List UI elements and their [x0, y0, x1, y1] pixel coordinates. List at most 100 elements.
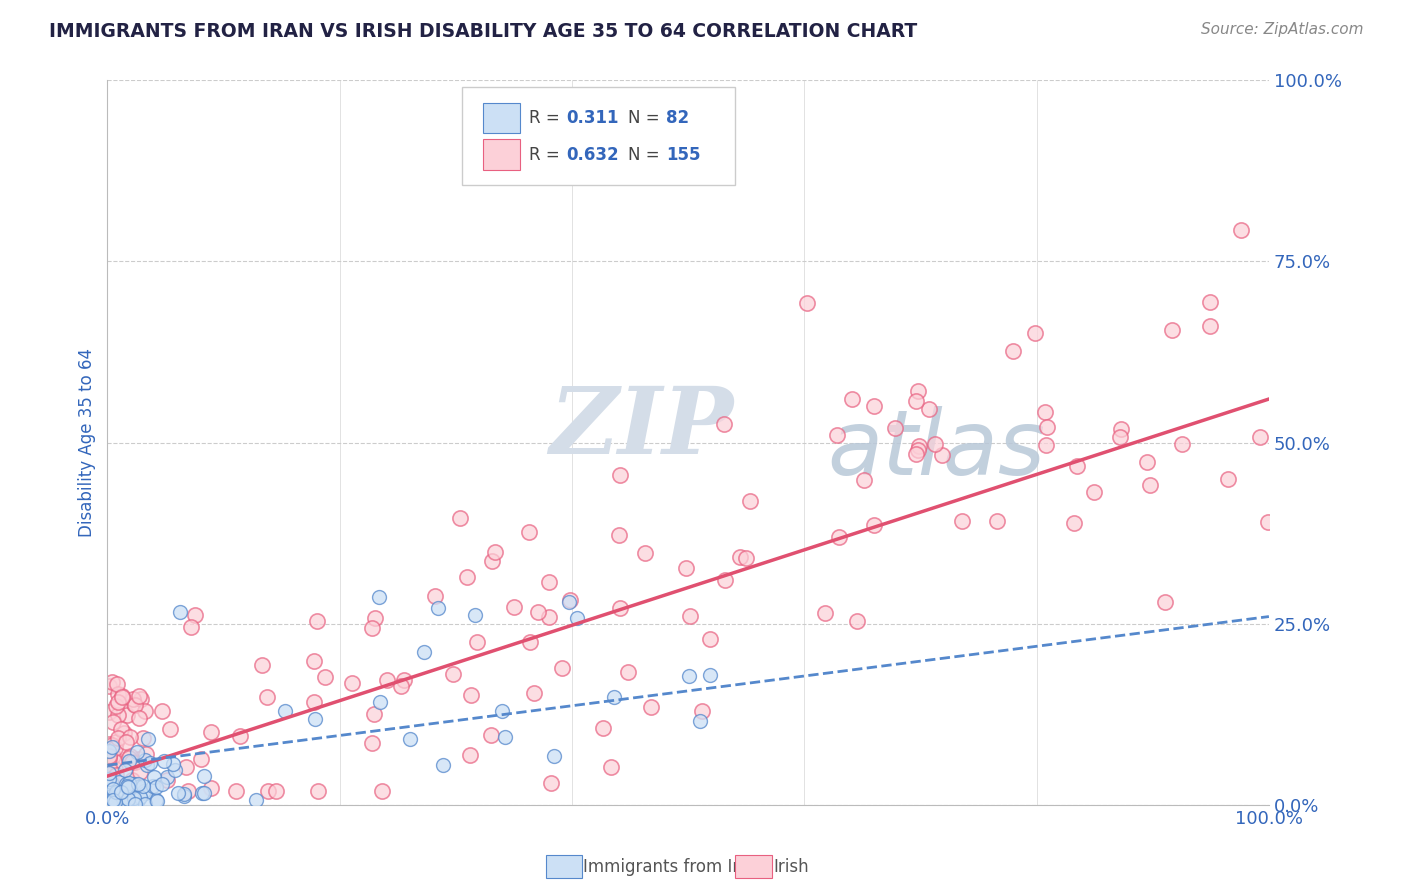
Point	[103, 795, 125, 809]
Point	[162, 756, 184, 771]
Point	[728, 550, 751, 565]
Text: 0.311: 0.311	[567, 109, 619, 127]
Point	[142, 779, 165, 793]
Text: 82: 82	[666, 109, 689, 127]
Point	[176, 783, 198, 797]
Point	[117, 780, 139, 794]
Point	[129, 764, 152, 779]
Point	[101, 793, 124, 807]
Point	[1035, 419, 1057, 434]
Point	[617, 665, 640, 679]
Point	[145, 793, 167, 807]
Point	[1257, 515, 1279, 529]
Point	[852, 473, 875, 487]
Point	[128, 711, 150, 725]
Point	[918, 401, 941, 416]
Point	[101, 791, 124, 805]
Point	[363, 707, 385, 722]
Point	[118, 754, 141, 768]
Point	[173, 788, 195, 802]
Point	[425, 589, 447, 603]
Point	[599, 759, 621, 773]
Point	[129, 790, 152, 805]
Point	[114, 793, 136, 807]
Point	[1109, 422, 1132, 436]
Point	[458, 747, 481, 762]
Point	[104, 768, 127, 782]
Point	[103, 755, 125, 769]
Point	[193, 786, 215, 800]
Point	[117, 791, 139, 805]
Point	[97, 766, 120, 780]
FancyBboxPatch shape	[482, 103, 520, 133]
Point	[115, 779, 138, 793]
FancyBboxPatch shape	[482, 139, 520, 169]
Point	[640, 699, 662, 714]
Point	[1139, 477, 1161, 491]
Point	[828, 530, 851, 544]
Point	[156, 770, 179, 784]
Point	[432, 758, 454, 772]
Point	[825, 427, 848, 442]
Point	[104, 740, 127, 755]
Point	[101, 782, 124, 797]
Point	[699, 632, 721, 646]
Point	[565, 611, 588, 625]
Point	[97, 744, 120, 758]
Point	[134, 786, 156, 800]
Point	[122, 691, 145, 706]
Point	[950, 514, 973, 528]
Point	[159, 722, 181, 736]
Point	[97, 743, 120, 757]
Point	[115, 708, 138, 723]
Point	[229, 729, 252, 743]
Point	[101, 715, 124, 730]
Point	[307, 783, 329, 797]
Point	[699, 667, 721, 681]
Point	[464, 608, 486, 623]
Point	[479, 728, 502, 742]
Point	[924, 437, 946, 451]
Point	[127, 793, 149, 807]
Point	[363, 611, 385, 625]
Point	[714, 574, 737, 588]
Point	[675, 561, 697, 575]
Point	[104, 763, 127, 777]
Point	[111, 690, 134, 704]
Point	[118, 730, 141, 744]
Point	[907, 384, 929, 399]
Point	[1153, 595, 1175, 609]
Text: 0.632: 0.632	[567, 145, 619, 163]
Point	[360, 736, 382, 750]
Point	[592, 721, 614, 735]
Point	[108, 775, 131, 789]
Point	[314, 670, 336, 684]
Point	[121, 755, 143, 769]
Point	[517, 525, 540, 540]
Point	[609, 468, 631, 483]
Point	[165, 764, 187, 778]
Point	[304, 712, 326, 726]
Point	[551, 661, 574, 675]
Point	[135, 747, 157, 761]
Point	[264, 783, 287, 797]
Point	[127, 777, 149, 791]
Point	[150, 704, 173, 718]
Point	[526, 606, 548, 620]
Point	[173, 789, 195, 804]
Point	[456, 569, 478, 583]
Point	[100, 772, 122, 787]
Point	[132, 784, 155, 798]
Point	[225, 783, 247, 797]
Point	[399, 732, 422, 747]
Point	[193, 769, 215, 783]
Point	[166, 786, 188, 800]
Point	[796, 296, 818, 310]
Point	[863, 399, 886, 413]
Point	[118, 775, 141, 789]
Y-axis label: Disability Age 35 to 64: Disability Age 35 to 64	[79, 348, 96, 537]
Point	[143, 771, 166, 785]
Point	[103, 782, 125, 797]
Point	[735, 550, 758, 565]
Point	[129, 692, 152, 706]
